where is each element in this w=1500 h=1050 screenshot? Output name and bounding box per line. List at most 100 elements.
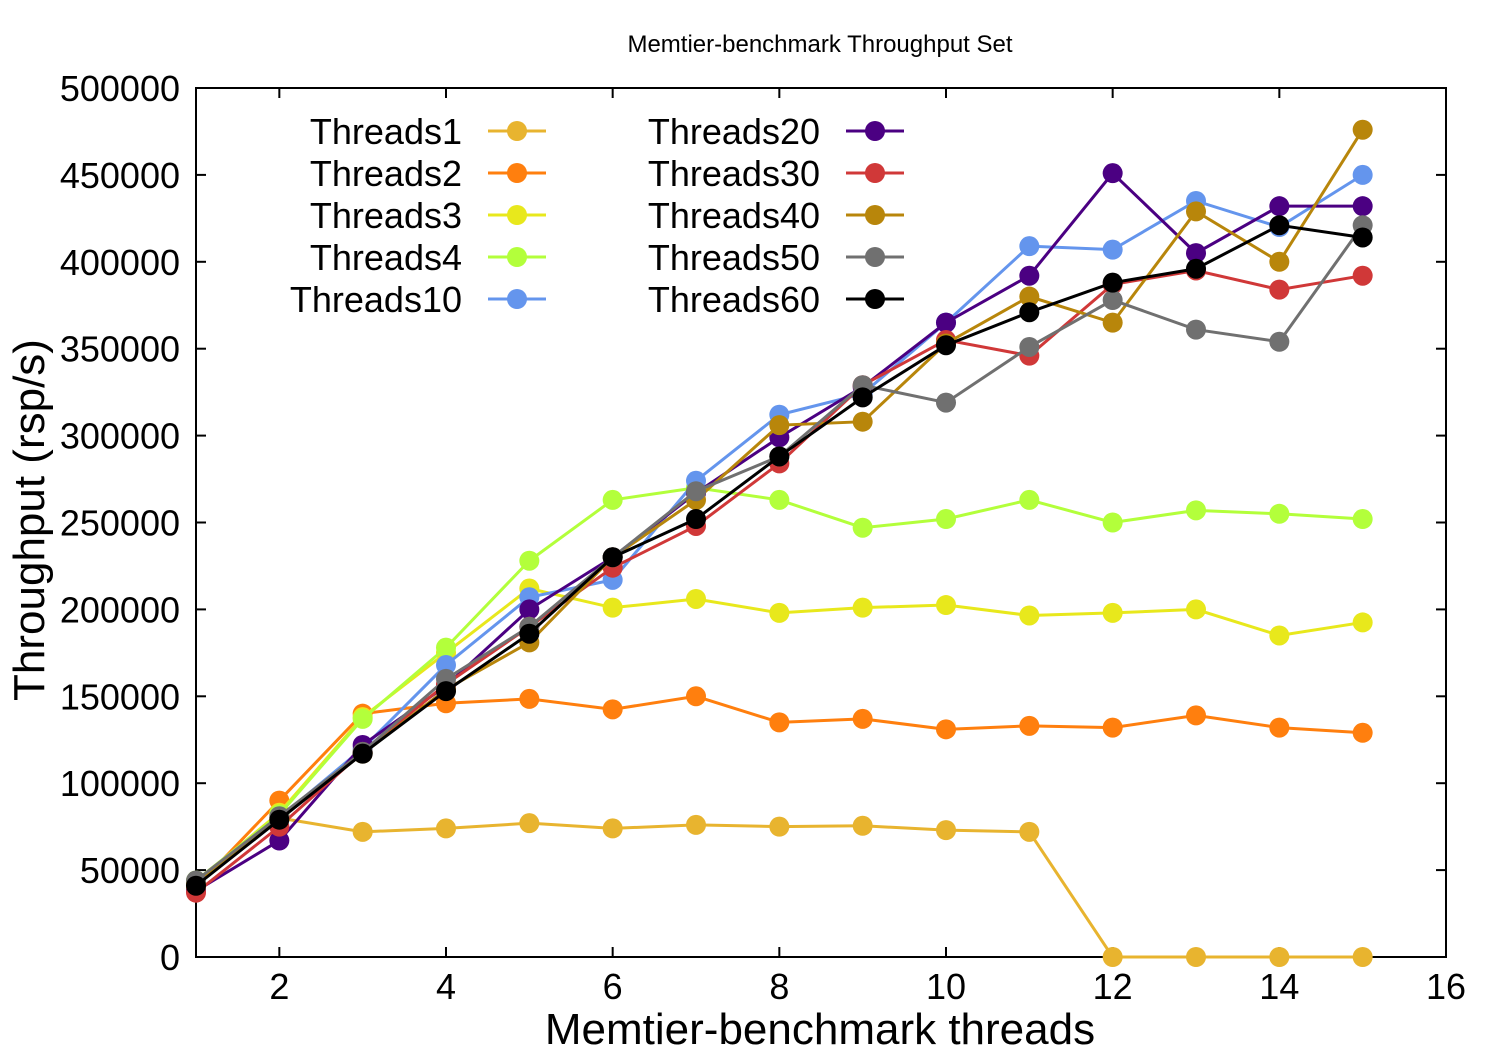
legend-item-threads10: Threads10 xyxy=(290,279,546,320)
data-point-threads1 xyxy=(1186,947,1206,967)
data-point-threads40 xyxy=(1352,119,1373,140)
legend-item-threads1: Threads1 xyxy=(310,111,546,152)
legend-marker xyxy=(507,247,527,267)
data-point-threads4 xyxy=(1186,500,1206,521)
data-point-threads60 xyxy=(519,623,540,644)
y-tick-label: 400000 xyxy=(60,242,180,283)
legend-item-threads20: Threads20 xyxy=(648,111,904,152)
data-point-threads1 xyxy=(436,818,456,839)
series-threads60 xyxy=(186,215,1373,896)
x-tick-label: 2 xyxy=(269,966,289,1007)
legend-item-threads60: Threads60 xyxy=(648,279,904,320)
data-point-threads40 xyxy=(769,415,790,436)
data-point-threads3 xyxy=(852,597,873,618)
y-tick-label: 250000 xyxy=(60,503,180,544)
legend: Threads1Threads2Threads3Threads4Threads1… xyxy=(290,111,904,320)
data-point-threads2 xyxy=(852,708,873,729)
x-tick-label: 6 xyxy=(603,966,623,1007)
data-point-threads30 xyxy=(1352,265,1373,286)
series-line-threads3 xyxy=(195,586,1363,884)
data-point-threads4 xyxy=(436,637,456,658)
data-point-threads4 xyxy=(519,550,540,571)
legend-item-threads2: Threads2 xyxy=(310,153,546,194)
legend-item-threads3: Threads3 xyxy=(310,195,546,236)
data-point-threads4 xyxy=(1352,509,1373,530)
y-tick-label: 0 xyxy=(160,937,180,978)
legend-label: Threads60 xyxy=(648,279,820,320)
data-point-threads60 xyxy=(769,446,790,467)
legend-marker xyxy=(865,205,885,225)
legend-marker xyxy=(865,289,885,309)
data-point-threads4 xyxy=(1019,489,1040,510)
y-axis-ticks: 0 50000 100000 150000 200000 250000 300000 3500… xyxy=(60,68,1446,978)
data-point-threads1 xyxy=(686,814,706,835)
data-point-threads20 xyxy=(1019,265,1040,286)
legend-marker xyxy=(865,121,885,141)
y-tick-label: 300000 xyxy=(60,416,180,457)
chart-title: Memtier-benchmark Throughput Set xyxy=(627,31,1012,58)
data-point-threads40 xyxy=(852,411,873,432)
data-point-threads1 xyxy=(1019,821,1040,842)
y-tick-label: 450000 xyxy=(60,155,180,196)
data-point-threads30 xyxy=(1269,279,1290,300)
data-point-threads3 xyxy=(1269,625,1290,646)
data-point-threads4 xyxy=(1269,503,1290,524)
legend-item-threads30: Threads30 xyxy=(648,153,904,194)
data-point-threads60 xyxy=(269,809,290,830)
data-point-threads4 xyxy=(602,489,623,510)
series-group xyxy=(186,119,1373,967)
data-point-threads3 xyxy=(936,595,956,616)
data-point-threads50 xyxy=(936,392,956,413)
data-point-threads60 xyxy=(852,387,873,408)
legend-marker xyxy=(865,163,885,183)
data-point-threads10 xyxy=(1019,236,1040,257)
data-point-threads20 xyxy=(269,830,290,851)
data-point-threads60 xyxy=(1186,258,1206,279)
data-point-threads40 xyxy=(1269,251,1290,272)
legend-marker xyxy=(507,121,527,141)
data-point-threads60 xyxy=(186,875,206,896)
data-point-threads20 xyxy=(936,312,956,333)
data-point-threads4 xyxy=(936,509,956,530)
y-tick-label: 200000 xyxy=(60,589,180,630)
data-point-threads3 xyxy=(1186,599,1206,620)
series-threads1 xyxy=(186,807,1373,967)
data-point-threads2 xyxy=(686,686,706,707)
series-line-threads50 xyxy=(195,224,1364,882)
data-point-threads2 xyxy=(1186,705,1206,726)
data-point-threads2 xyxy=(519,688,540,709)
x-tick-label: 4 xyxy=(436,966,456,1007)
data-point-threads2 xyxy=(1019,715,1040,736)
data-point-threads20 xyxy=(1269,196,1290,217)
data-point-threads20 xyxy=(1186,243,1206,264)
data-point-threads1 xyxy=(519,813,540,834)
data-point-threads50 xyxy=(1186,319,1206,340)
data-point-threads60 xyxy=(1269,215,1290,236)
data-point-threads50 xyxy=(1019,336,1040,357)
data-point-threads2 xyxy=(769,712,790,733)
data-point-threads50 xyxy=(686,481,706,502)
data-point-threads2 xyxy=(602,699,623,720)
x-tick-label: 10 xyxy=(926,966,966,1007)
y-tick-label: 500000 xyxy=(60,68,180,109)
x-tick-label: 16 xyxy=(1426,966,1466,1007)
data-point-threads60 xyxy=(936,335,956,356)
data-point-threads1 xyxy=(352,821,373,842)
legend-label: Threads2 xyxy=(310,153,462,194)
data-point-threads1 xyxy=(1269,947,1290,967)
data-point-threads2 xyxy=(936,719,956,740)
data-point-threads40 xyxy=(1186,201,1206,222)
legend-label: Threads50 xyxy=(648,237,820,278)
legend-marker xyxy=(865,247,885,267)
data-point-threads2 xyxy=(1102,717,1123,738)
data-point-threads60 xyxy=(1102,272,1123,293)
legend-marker xyxy=(507,205,527,225)
legend-label: Threads1 xyxy=(310,111,462,152)
legend-label: Threads40 xyxy=(648,195,820,236)
data-point-threads3 xyxy=(769,602,790,623)
series-line-threads30 xyxy=(195,268,1363,894)
y-tick-label: 350000 xyxy=(60,329,180,370)
legend-label: Threads30 xyxy=(648,153,820,194)
data-point-threads2 xyxy=(1352,722,1373,743)
data-point-threads3 xyxy=(602,597,623,618)
